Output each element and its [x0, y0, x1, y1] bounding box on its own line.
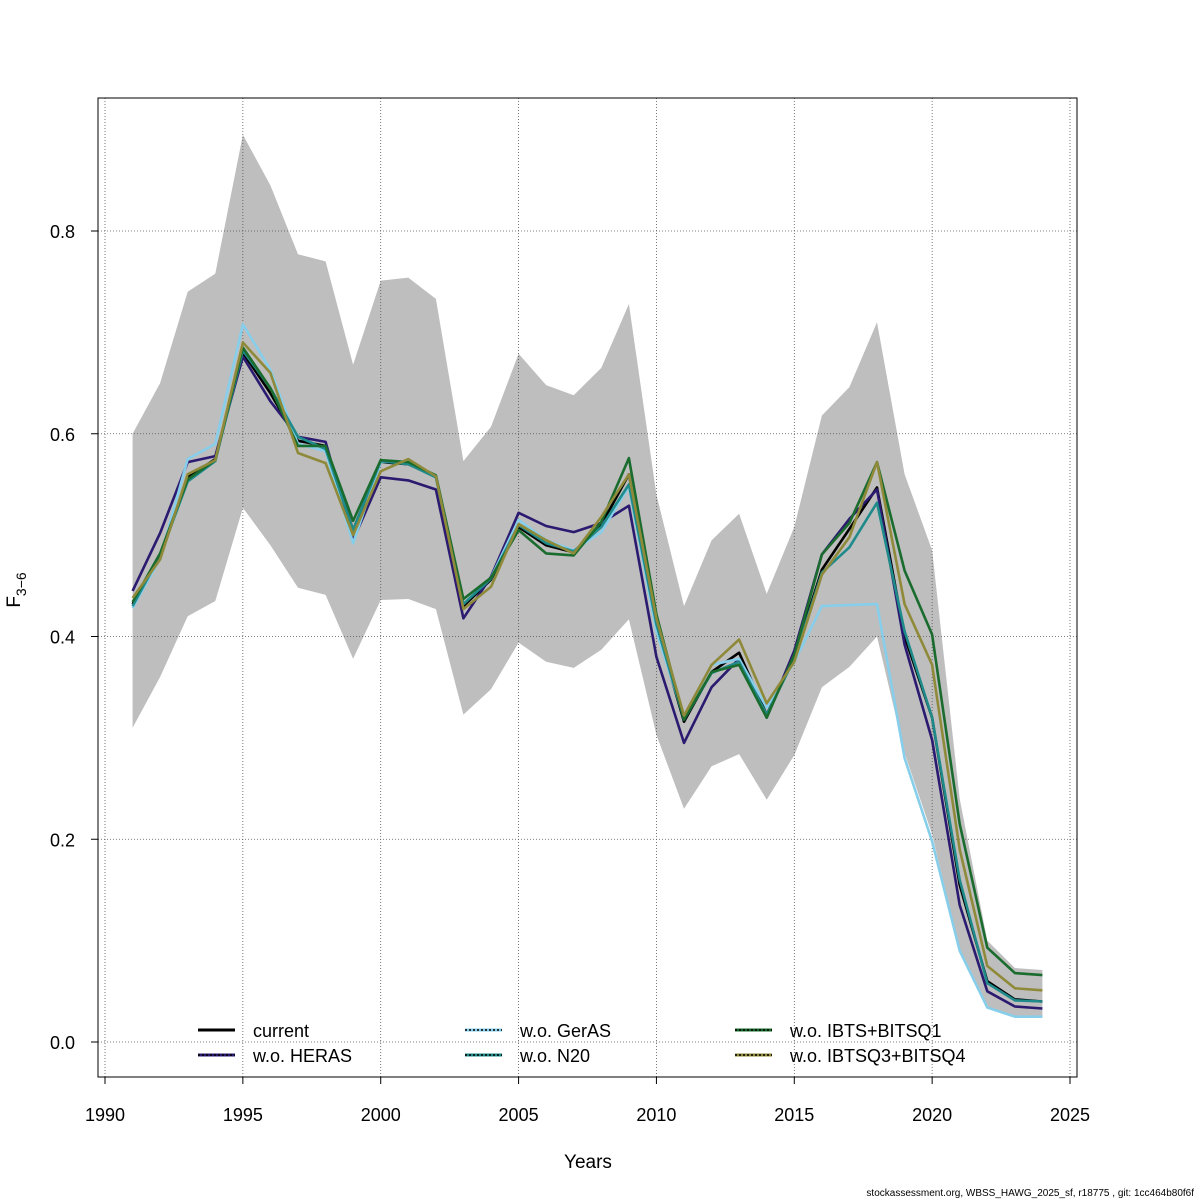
x-axis-title: Years: [564, 1152, 612, 1173]
series-lines-layer: [131, 323, 1043, 1018]
legend-label: w.o. N20: [519, 1046, 590, 1066]
y-tick-label: 0.6: [50, 425, 75, 445]
x-tick-label: 1995: [223, 1105, 263, 1125]
series-line-4: [131, 346, 1043, 977]
confidence-band: [132, 134, 1043, 1018]
y-tick-label: 0.8: [50, 222, 75, 242]
x-axis: 1990 1995 2000 2005 2010 2015 2020 2025: [85, 1076, 1090, 1125]
x-tick-label: 1990: [85, 1105, 125, 1125]
y-tick-label: 0.4: [50, 628, 75, 648]
y-tick-label: 0.0: [50, 1033, 75, 1053]
y-tick-label: 0.2: [50, 830, 75, 850]
legend-label: current: [253, 1021, 309, 1041]
legend-label: w.o. IBTSQ3+BITSQ4: [789, 1046, 966, 1066]
x-tick-label: 2020: [912, 1105, 952, 1125]
legend-label: w.o. IBTS+BITSQ1: [789, 1021, 942, 1041]
x-tick-label: 2000: [361, 1105, 401, 1125]
legend-item: w.o. IBTS+BITSQ1: [735, 1021, 942, 1041]
y-axis-title-main: F: [4, 596, 25, 608]
legend-item: w.o. IBTSQ3+BITSQ4: [735, 1046, 966, 1066]
footer-credit: stockassessment.org, WBSS_HAWG_2025_sf, …: [866, 1188, 1194, 1199]
x-tick-label: 2010: [636, 1105, 676, 1125]
series-line-5: [131, 341, 1043, 992]
legend-item: current: [198, 1021, 309, 1041]
y-axis-title: F3−6: [4, 572, 29, 608]
legend-item: w.o. N20: [465, 1046, 590, 1066]
legend-label: w.o. GerAS: [519, 1021, 611, 1041]
legend-item: w.o. GerAS: [465, 1021, 611, 1041]
legend: current w.o. HERAS w.o. GerAS w.o. N20 w.o. …: [198, 1021, 966, 1066]
legend-item: w.o. HERAS: [198, 1046, 352, 1066]
x-tick-label: 2005: [499, 1105, 539, 1125]
series-line-2: [131, 323, 1043, 1018]
x-tick-label: 2015: [774, 1105, 814, 1125]
y-axis-title-subscript: 3−6: [13, 572, 29, 596]
x-tick-label: 2025: [1050, 1105, 1090, 1125]
y-axis: 0.0 0.2 0.4 0.6 0.8: [50, 222, 99, 1053]
confidence-band-layer: [132, 134, 1043, 1018]
grid-layer: [98, 98, 1077, 1077]
legend-label: w.o. HERAS: [252, 1046, 352, 1066]
